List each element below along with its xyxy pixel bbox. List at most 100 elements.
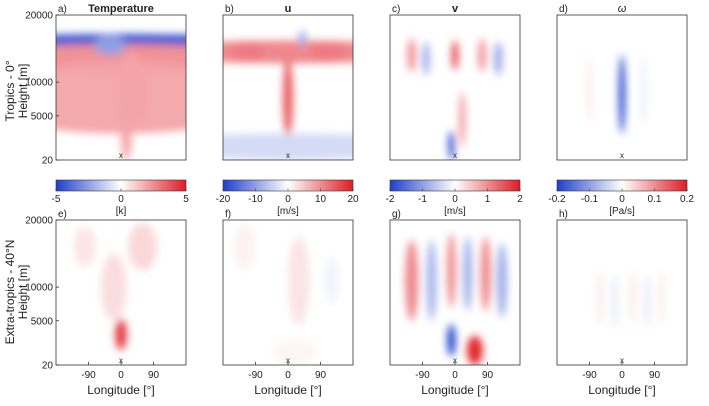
panel-c-colorbar-tick-label-2: 0: [452, 194, 458, 205]
panel-f: f) x -90 0 90 Longitude [°]: [222, 209, 354, 397]
panel-g-feature-6: [480, 236, 491, 311]
panel-d-colorbar: -0.2 -0.1 0 0.1 0.2 [Pa/s]: [548, 179, 694, 217]
panel-c-feature-6: [494, 41, 503, 76]
panel-e-ytick-label-3: 20: [42, 361, 54, 372]
panel-e-feature-1: [101, 253, 127, 321]
panel-d-colorbar-tick-label-1: -0.1: [581, 194, 599, 205]
panel-h-xtick-label-2: 90: [649, 370, 661, 381]
row-label-tropics: Tropics - 0°: [3, 60, 17, 121]
panel-a-ytick-label-0: 20000: [25, 11, 53, 22]
panel-d: d) ω x -0.2 -0.1 0 0.1 0.2 [Pa/s]: [548, 3, 694, 217]
panel-b-field: [223, 30, 353, 160]
panel-d-colorbar-tick-label-0: -0.2: [548, 194, 566, 205]
panel-d-frame: [556, 14, 688, 161]
panel-c-colorbar: -2 -1 0 1 2 [m/s]: [386, 179, 523, 217]
panel-d-title: ω: [618, 3, 627, 15]
panel-c-feature-3: [407, 38, 416, 73]
panel-c-letter: c): [392, 4, 400, 15]
panel-h-xtick-label-1: 0: [619, 370, 625, 381]
panel-d-colorbar-tick-label-4: 0.2: [680, 194, 694, 205]
panel-b-colorbar-tick-label-1: -10: [248, 194, 263, 205]
panel-d-colorbar-tick-label-3: 0.1: [648, 194, 662, 205]
panel-e-feature-2: [128, 223, 158, 271]
row-label-tropics-height: Height [m]: [16, 64, 30, 119]
panel-g-feature-3: [426, 240, 437, 321]
panel-c-frame: [389, 14, 521, 161]
panel-c-colorbar-tick-label-3: 1: [485, 194, 491, 205]
panel-c-colorbar-unit: [m/s]: [444, 206, 466, 217]
panel-a-ytick-label-1: 10000: [25, 78, 53, 89]
panel-f-xtick-label-2: 90: [315, 370, 327, 381]
panel-h-xtick-label-0: -90: [582, 370, 597, 381]
panel-d-origin-marker: x: [620, 151, 624, 160]
panel-g-xtick-label-0: -90: [415, 370, 430, 381]
panel-g-xtick-label-1: 0: [452, 370, 458, 381]
panel-b-colorbar-tick-label-4: 20: [347, 194, 359, 205]
panel-f-xtick-label-1: 0: [285, 370, 291, 381]
panel-f-origin-marker: x: [286, 356, 290, 365]
panel-a-field: [56, 33, 186, 160]
panel-b-letter: b): [225, 4, 234, 15]
panel-g-feature-4: [447, 233, 456, 308]
panel-h-feature-3: [644, 273, 650, 330]
panel-a-feature-4: [121, 115, 132, 160]
row-label-extratropics: Extra-tropics - 40°N: [3, 240, 17, 345]
panel-h-feature-2: [630, 270, 636, 326]
panel-h: h) x -90 0 90 Longitude [°]: [556, 209, 688, 397]
panel-b-feature-4: [223, 133, 353, 160]
panel-g-field: [405, 233, 508, 365]
panel-c-feature-5: [477, 38, 487, 73]
panel-h-origin-marker: x: [620, 356, 624, 365]
panel-g-feature-2: [405, 240, 419, 321]
panel-e-xtick-label-2: 90: [148, 370, 160, 381]
panel-c-colorbar-tick-label-0: -2: [386, 194, 395, 205]
panel-a-ytick-label-3: 20: [42, 156, 54, 167]
panel-f-feature-0: [288, 236, 310, 326]
panel-c-feature-0: [451, 40, 459, 71]
panel-h-field: [597, 270, 665, 330]
panel-c-feature-1: [448, 130, 455, 160]
panel-f-letter: f): [225, 209, 231, 220]
panel-f-xtick-label-0: -90: [248, 370, 263, 381]
panel-c-background: [390, 15, 520, 160]
panel-g-origin-marker: x: [453, 356, 457, 365]
panel-h-background: [557, 220, 687, 365]
panel-c-origin-marker: x: [453, 151, 457, 160]
panel-h-feature-4: [659, 270, 665, 326]
panel-d-colorbar-unit: [Pa/s]: [609, 206, 635, 217]
panel-g-feature-0: [447, 324, 456, 357]
panel-e-xtick-label-0: -90: [81, 370, 96, 381]
panel-b-feature-5: [298, 30, 307, 47]
row-label-extratropics-height: Height [m]: [16, 265, 30, 320]
panel-f-xlabel: Longitude [°]: [254, 383, 322, 397]
panel-a-colorbar-tick-label-1: 0: [118, 194, 124, 205]
panel-b-title: u: [285, 3, 292, 15]
panel-a-colorbar-tick-label-2: 5: [183, 194, 189, 205]
panel-h-xlabel: Longitude [°]: [588, 383, 656, 397]
panel-a-frame: [55, 14, 187, 161]
panel-d-letter: d): [559, 4, 568, 15]
panel-e-origin-marker: x: [119, 356, 123, 365]
panel-f-feature-2: [324, 256, 339, 304]
panel-b-frame: [222, 14, 354, 161]
panel-a-letter: a): [58, 4, 67, 15]
panel-b-colorbar-unit: [m/s]: [277, 206, 299, 217]
panel-f-feature-1: [233, 223, 256, 271]
panel-c-field: [407, 38, 503, 160]
panel-g-letter: g): [392, 209, 401, 220]
panel-e-ytick-label-2: 5000: [31, 316, 54, 327]
panel-e-feature-3: [74, 226, 96, 267]
row-labels: Tropics - 0° Height [m] Extra-tropics - …: [3, 60, 30, 344]
panel-b-feature-2: [223, 40, 353, 64]
panel-d-colorbar-tick-label-2: 0: [619, 194, 625, 205]
panel-b: b) u x -20 -10 0 10 20 [m/s]: [216, 3, 359, 217]
panel-d-feature-1: [587, 55, 592, 125]
panel-b-colorbar-tick-label-0: -20: [216, 194, 231, 205]
panel-e: e) x 20000 10000 5000 20 -90 0 90 Longitude [°]: [25, 209, 187, 397]
panel-e-ytick-label-1: 10000: [25, 283, 53, 294]
panel-a-colorbar-tick-label-0: -5: [52, 194, 61, 205]
panel-d-feature-2: [641, 55, 647, 125]
panel-a-title: Temperature: [88, 3, 154, 15]
panel-e-feature-0: [115, 318, 127, 351]
